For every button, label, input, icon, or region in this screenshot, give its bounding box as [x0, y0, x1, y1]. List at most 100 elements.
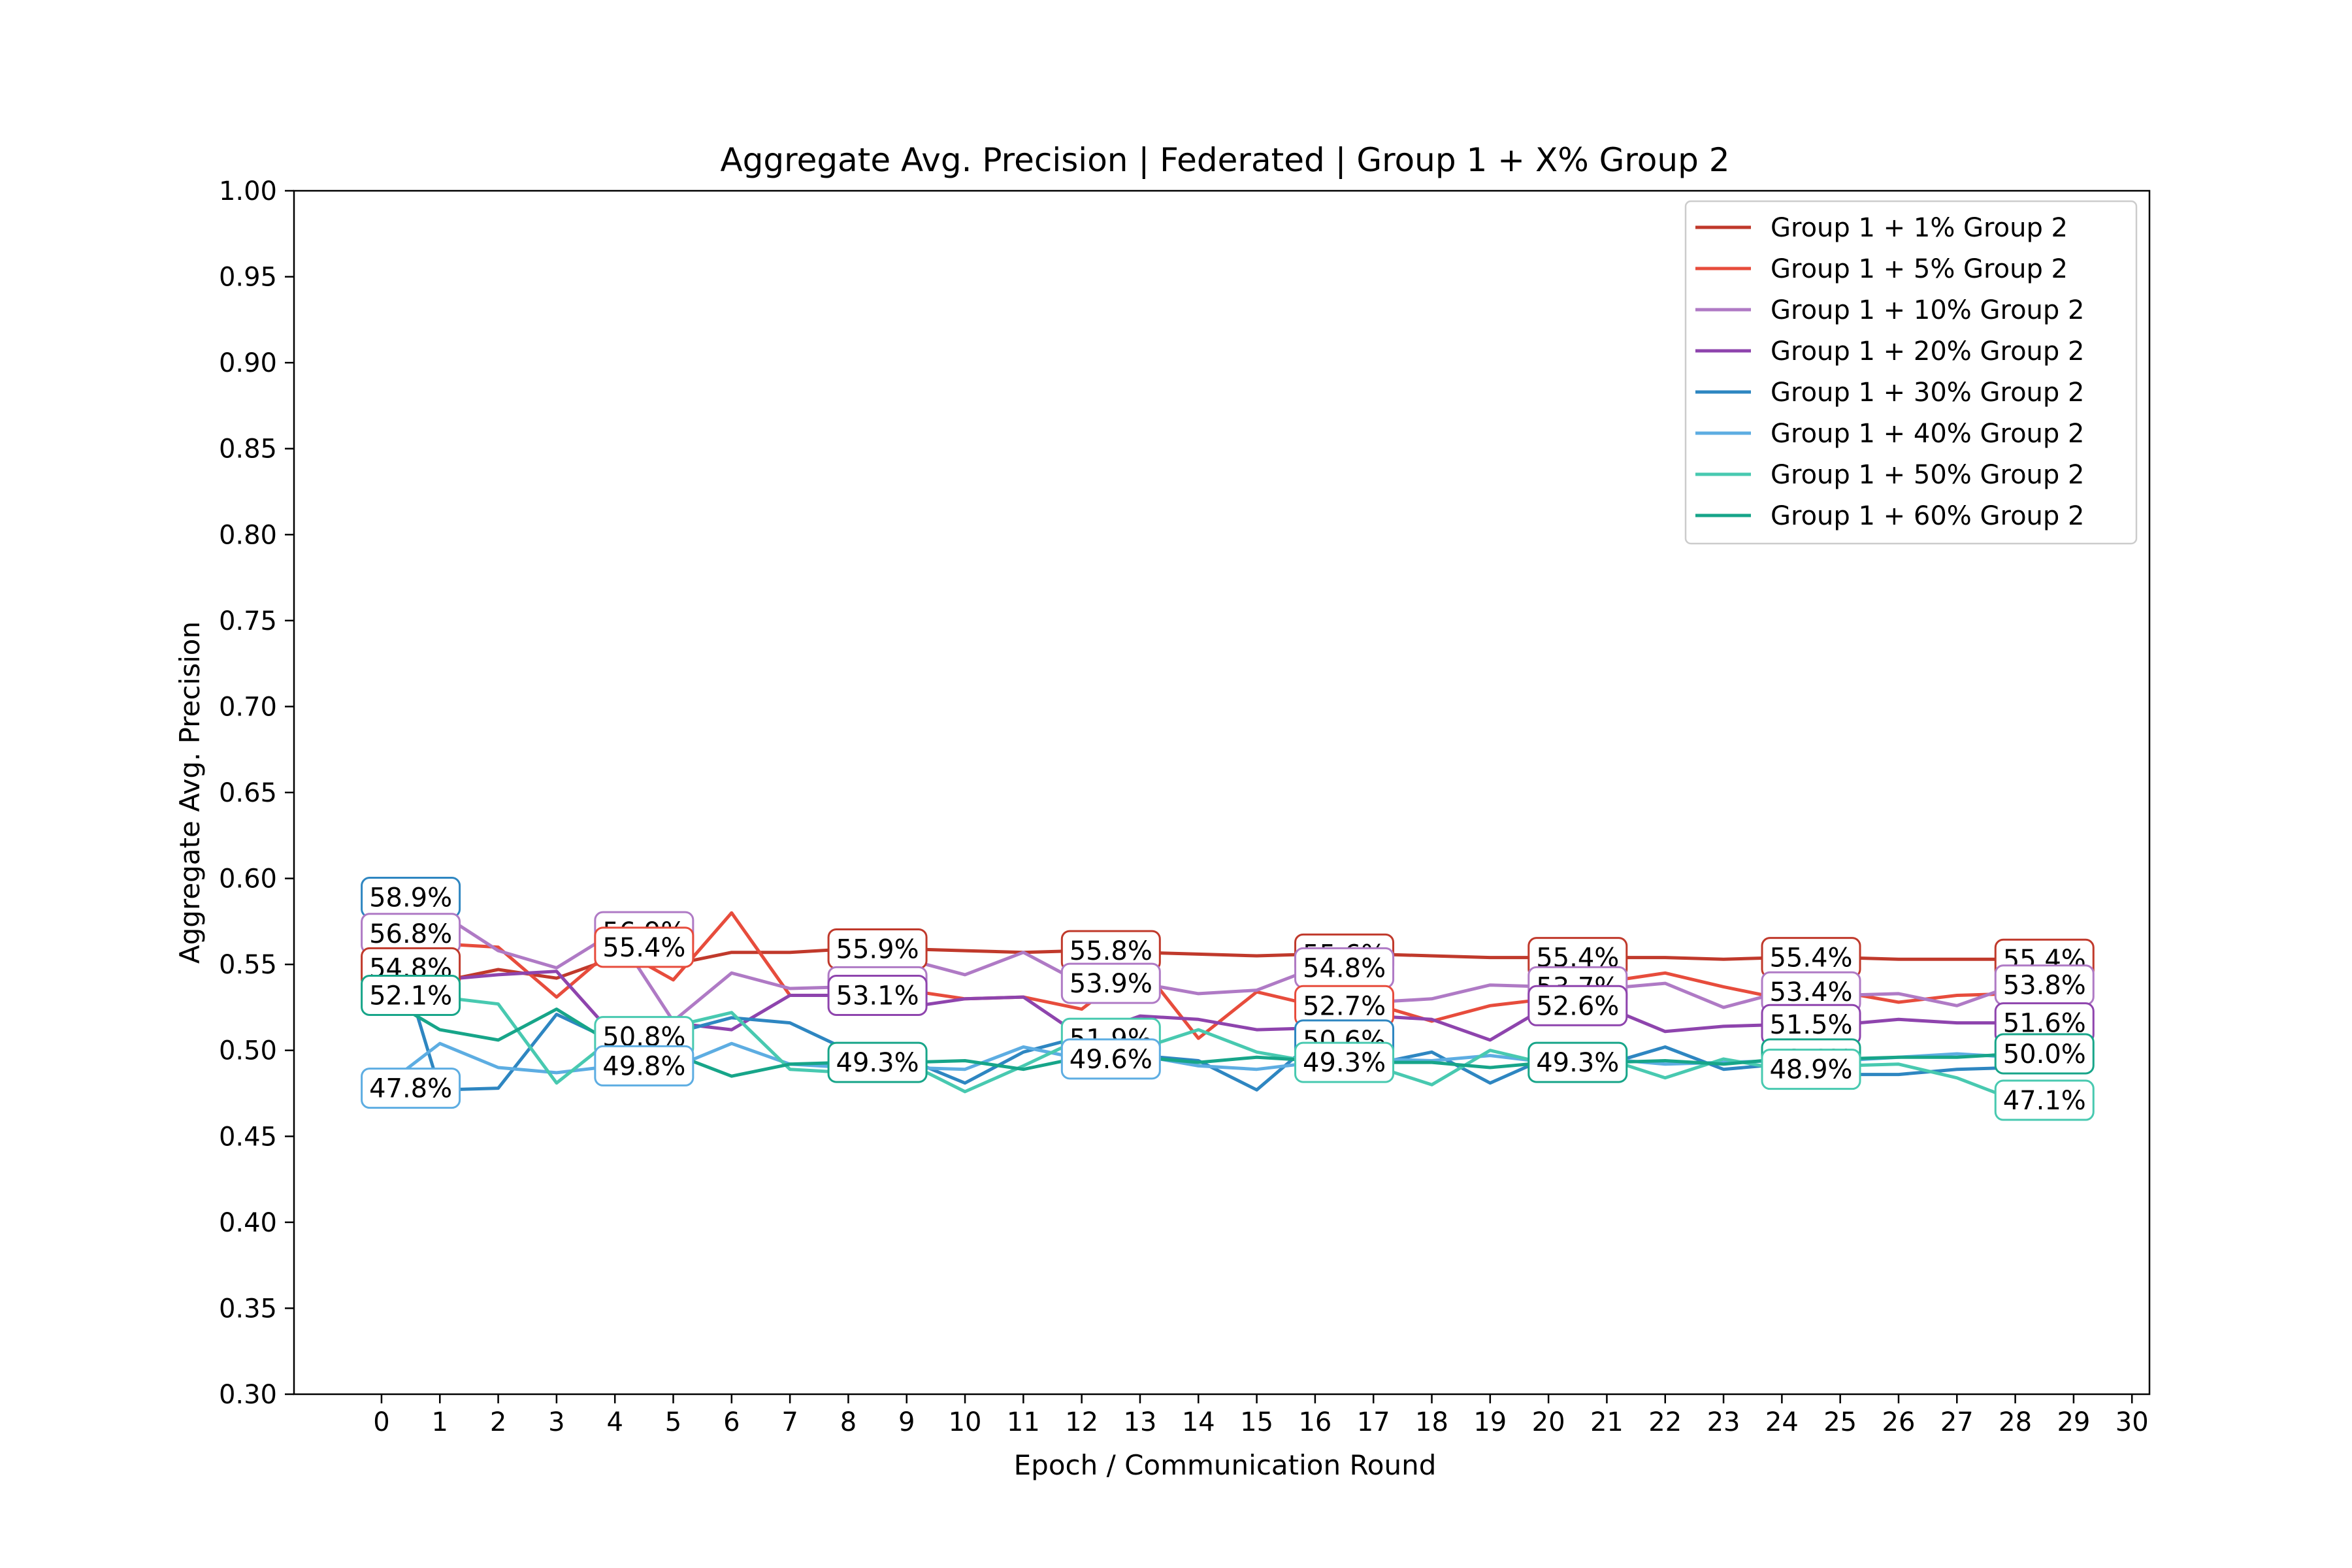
data-label: 53.9% — [1060, 962, 1161, 1004]
data-label-text: 53.4% — [1769, 977, 1852, 1007]
y-tick-label: 0.75 — [219, 606, 277, 636]
legend-label: Group 1 + 60% Group 2 — [1771, 501, 2084, 531]
data-label: 51.5% — [1761, 1004, 1861, 1045]
data-label-box — [1060, 1038, 1161, 1080]
legend-item: Group 1 + 20% Group 2 — [1695, 336, 2084, 367]
y-tick-label: 0.35 — [219, 1294, 277, 1324]
data-label: 52.1% — [361, 975, 461, 1017]
data-label: 49.3% — [1294, 1041, 1395, 1083]
x-tick-label: 4 — [606, 1407, 623, 1437]
x-tick-label: 12 — [1065, 1407, 1098, 1437]
data-label: 47.1% — [1994, 1079, 2095, 1121]
data-label-text: 53.9% — [1070, 969, 1152, 999]
x-tick-label: 22 — [1648, 1407, 1682, 1437]
y-tick-label: 1.00 — [219, 176, 277, 206]
legend-label: Group 1 + 20% Group 2 — [1771, 336, 2084, 367]
legend-item: Group 1 + 60% Group 2 — [1695, 501, 2084, 531]
data-label-text: 55.4% — [602, 933, 685, 963]
data-label-text: 47.8% — [369, 1074, 452, 1104]
legend-item: Group 1 + 50% Group 2 — [1695, 460, 2084, 490]
x-tick-label: 7 — [781, 1407, 798, 1437]
data-label-text: 55.9% — [836, 934, 919, 964]
y-tick-label: 0.80 — [219, 520, 277, 550]
data-label-text: 49.3% — [1303, 1048, 1386, 1078]
data-label-text: 49.3% — [1536, 1048, 1619, 1078]
data-label-box — [1761, 1049, 1861, 1090]
x-tick-label: 13 — [1124, 1407, 1157, 1437]
x-tick-label: 16 — [1298, 1407, 1331, 1437]
y-tick-label: 0.70 — [219, 692, 277, 722]
data-label: 48.9% — [1761, 1049, 1861, 1090]
data-label: 49.3% — [1527, 1041, 1628, 1083]
data-label: 56.8% — [361, 913, 461, 955]
data-label: 52.6% — [1527, 985, 1628, 1026]
x-tick-label: 6 — [723, 1407, 740, 1437]
x-tick-label: 15 — [1240, 1407, 1273, 1437]
x-tick-label: 29 — [2057, 1407, 2090, 1437]
data-label-text: 52.1% — [369, 981, 452, 1011]
x-tick-label: 18 — [1415, 1407, 1448, 1437]
data-label-text: 52.6% — [1536, 991, 1619, 1021]
x-tick-label: 3 — [548, 1407, 564, 1437]
data-label: 53.1% — [827, 975, 928, 1017]
data-label: 52.7% — [1294, 985, 1395, 1026]
y-tick-label: 0.85 — [219, 434, 277, 465]
x-tick-label: 1 — [432, 1407, 448, 1437]
x-tick-label: 26 — [1882, 1407, 1916, 1437]
x-tick-label: 5 — [665, 1407, 681, 1437]
x-tick-label: 21 — [1590, 1407, 1624, 1437]
x-tick-label: 27 — [1940, 1407, 1974, 1437]
x-axis: 0 1 2 3 4 5 6 7 8 9 10 11 12 13 14 15 16 17 18 19 20 21 22 23 24… — [373, 1394, 2149, 1437]
legend-item: Group 1 + 30% Group 2 — [1695, 378, 2084, 408]
data-label-text: 56.8% — [369, 919, 452, 949]
data-label-box — [1527, 985, 1628, 1026]
legend-label: Group 1 + 1% Group 2 — [1771, 213, 2068, 243]
data-label-box — [1994, 1079, 2095, 1121]
data-label: 55.9% — [827, 928, 928, 970]
x-tick-label: 30 — [2115, 1407, 2149, 1437]
y-tick-label: 0.45 — [219, 1122, 277, 1152]
legend-label: Group 1 + 40% Group 2 — [1771, 419, 2084, 449]
data-label-text: 48.9% — [1769, 1055, 1852, 1085]
data-label-text: 55.4% — [1769, 943, 1852, 973]
data-label-text: 50.0% — [2003, 1039, 2086, 1070]
y-tick-label: 0.90 — [219, 348, 277, 378]
legend-item: Group 1 + 40% Group 2 — [1695, 419, 2084, 449]
data-label: 53.4% — [1761, 971, 1861, 1013]
data-label: 55.4% — [594, 926, 694, 968]
data-label-text: 53.8% — [2003, 971, 2086, 1001]
data-label-box — [594, 926, 694, 968]
x-tick-label: 8 — [840, 1407, 857, 1437]
x-tick-label: 10 — [949, 1407, 982, 1437]
data-label-text: 49.6% — [1070, 1045, 1152, 1075]
y-tick-label: 0.30 — [219, 1380, 277, 1410]
legend-label: Group 1 + 5% Group 2 — [1771, 254, 2068, 284]
data-label-box — [361, 975, 461, 1017]
data-label: 55.8% — [1060, 930, 1161, 972]
data-label: 53.8% — [1994, 964, 2095, 1006]
data-label: 49.6% — [1060, 1038, 1161, 1080]
x-axis-label: Epoch / Communication Round — [1014, 1449, 1437, 1481]
data-label: 49.8% — [594, 1045, 694, 1086]
data-label-text: 51.5% — [1769, 1010, 1852, 1040]
annotation-layer: 58.9%56.8%54.8%52.1%47.8%56.9%55.4%50.8%… — [361, 877, 2095, 1121]
data-label-box — [1294, 1041, 1395, 1083]
y-tick-label: 0.95 — [219, 263, 277, 293]
data-label-text: 49.8% — [602, 1051, 685, 1081]
chart-title: Aggregate Avg. Precision | Federated | G… — [720, 141, 1729, 179]
data-label: 47.8% — [361, 1068, 461, 1109]
x-tick-label: 19 — [1473, 1407, 1507, 1437]
data-label-box — [1060, 962, 1161, 1004]
x-tick-label: 0 — [373, 1407, 389, 1437]
data-label-text: 52.7% — [1303, 991, 1386, 1021]
legend-item: Group 1 + 1% Group 2 — [1695, 213, 2068, 243]
data-label-box — [594, 1045, 694, 1086]
x-tick-label: 25 — [1823, 1407, 1857, 1437]
legend-frame — [1684, 200, 2138, 545]
y-tick-label: 0.40 — [219, 1208, 277, 1238]
legend-item: Group 1 + 10% Group 2 — [1695, 295, 2084, 325]
y-tick-label: 0.55 — [219, 950, 277, 980]
data-label: 54.8% — [1294, 947, 1395, 988]
data-label-text: 54.8% — [1303, 953, 1386, 983]
